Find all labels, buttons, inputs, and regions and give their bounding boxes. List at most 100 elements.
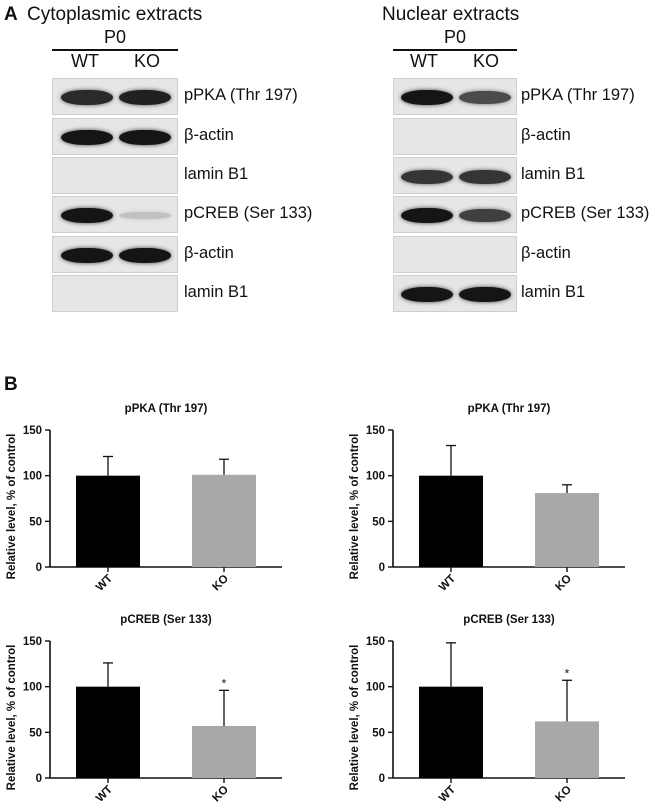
nuclear-label-lamin-b1: lamin B1: [521, 165, 586, 183]
nuclear-label-actin: β-actin: [521, 126, 571, 144]
chart-nuclear-ppka: pPKA (Thr 197) Relative level, % of contr…: [343, 396, 663, 601]
bar-chart-svg: pCREB (Ser 133) Relative level, % of cont…: [349, 614, 625, 805]
cytoplasmic-stage-label: P0: [103, 27, 127, 47]
nuclear-blot-3: [393, 157, 517, 194]
nuclear-stage-label: P0: [443, 27, 467, 47]
cytoplasmic-blot-2: [52, 118, 178, 155]
chart-title: pCREB (Ser 133): [120, 614, 212, 626]
chart-nuclear-pcreb: pCREB (Ser 133) Relative level, % of cont…: [343, 607, 663, 812]
nuclear-band-3-wt: [401, 169, 454, 184]
nuclear-band-4-ko: [458, 208, 511, 223]
y-axis-label: Relative level, % of control: [349, 434, 361, 580]
nuclear-label-actin: β-actin: [521, 244, 571, 262]
y-axis-label: Relative level, % of control: [349, 645, 361, 791]
y-tick-label: 100: [366, 682, 385, 694]
cytoplasmic-title: Cytoplasmic extracts: [27, 4, 203, 25]
nuclear-header-rule: [393, 49, 517, 51]
nuclear-blot-6: [393, 275, 517, 312]
nuclear-band-6-wt: [401, 286, 454, 303]
chart-title: pCREB (Ser 133): [463, 614, 555, 626]
bar-chart-svg: pPKA (Thr 197) Relative level, % of contr…: [349, 403, 625, 594]
cytoplasmic-label-lamin-b1: lamin B1: [184, 283, 249, 301]
bar-wt: [76, 475, 140, 567]
y-tick-label: 150: [23, 636, 42, 648]
cytoplasmic-band-5-ko: [118, 247, 171, 264]
y-tick-label: 100: [23, 471, 42, 483]
x-tick-label-ko: KO: [553, 573, 574, 594]
y-axis-label: Relative level, % of control: [6, 645, 18, 791]
nuclear-band-4-wt: [401, 207, 454, 224]
y-tick-label: 0: [36, 562, 42, 574]
x-tick-label-wt: WT: [437, 784, 458, 805]
cytoplasmic-lane-ko: KO: [133, 51, 160, 71]
cytoplasmic-blot-4: [52, 196, 178, 233]
y-tick-label: 50: [29, 516, 42, 528]
cytoplasmic-label-actin: β-actin: [184, 126, 234, 144]
nuclear-band-3-ko: [458, 169, 511, 184]
significance-marker: *: [565, 666, 570, 680]
bar-wt: [419, 686, 483, 778]
x-tick-label-wt: WT: [94, 573, 115, 594]
bar-ko: [192, 725, 256, 778]
nuclear-lane-ko: KO: [472, 51, 499, 71]
nuclear-band-1-ko: [458, 91, 511, 104]
x-tick-label-ko: KO: [210, 573, 231, 594]
chart-title: pPKA (Thr 197): [468, 403, 551, 415]
chart-cytoplasmic-pcreb: pCREB (Ser 133) Relative level, % of cont…: [0, 607, 320, 812]
nuclear-title: Nuclear extracts: [382, 4, 520, 25]
cytoplasmic-label-actin: β-actin: [184, 244, 234, 262]
nuclear-band-1-wt: [401, 89, 454, 106]
nuclear-label-lamin-b1: lamin B1: [521, 283, 586, 301]
cytoplasmic-label-pcreb-ser-133: pCREB (Ser 133): [184, 204, 313, 222]
cytoplasmic-band-5-wt: [61, 247, 114, 264]
y-tick-label: 150: [23, 425, 42, 437]
cytoplasmic-header-rule: [52, 49, 178, 51]
nuclear-label-pcreb-ser-133: pCREB (Ser 133): [521, 204, 650, 222]
cytoplasmic-label-ppka-thr-197: pPKA (Thr 197): [184, 86, 298, 104]
y-tick-label: 50: [29, 727, 42, 739]
panel-b-letter: B: [4, 374, 18, 395]
cytoplasmic-blot-6: [52, 275, 178, 312]
bar-ko: [535, 721, 599, 778]
panel-a-letter: A: [4, 4, 18, 25]
nuclear-band-6-ko: [458, 286, 511, 303]
cytoplasmic-blot-1: [52, 78, 178, 115]
bar-ko: [192, 474, 256, 567]
nuclear-lane-wt: WT: [410, 51, 438, 71]
cytoplasmic-blot-3: [52, 157, 178, 194]
cytoplasmic-band-4-wt: [61, 207, 114, 224]
nuclear-blot-1: [393, 78, 517, 115]
x-tick-label-wt: WT: [94, 784, 115, 805]
x-tick-label-wt: WT: [437, 573, 458, 594]
x-tick-label-ko: KO: [210, 784, 231, 805]
nuclear-blot-2: [393, 118, 517, 155]
chart-cytoplasmic-ppka: pPKA (Thr 197) Relative level, % of contr…: [0, 396, 320, 601]
y-tick-label: 50: [372, 516, 385, 528]
chart-title: pPKA (Thr 197): [125, 403, 208, 415]
cytoplasmic-band-2-ko: [118, 129, 171, 146]
nuclear-label-ppka-thr-197: pPKA (Thr 197): [521, 86, 635, 104]
x-tick-label-ko: KO: [553, 784, 574, 805]
y-tick-label: 150: [366, 425, 385, 437]
bar-ko: [535, 493, 599, 567]
cytoplasmic-blot-5: [52, 236, 178, 273]
y-tick-label: 100: [23, 682, 42, 694]
y-tick-label: 150: [366, 636, 385, 648]
y-tick-label: 0: [379, 773, 385, 785]
bar-chart-svg: pCREB (Ser 133) Relative level, % of cont…: [6, 614, 282, 805]
cytoplasmic-band-1-ko: [118, 90, 171, 105]
cytoplasmic-label-lamin-b1: lamin B1: [184, 165, 249, 183]
nuclear-blot-4: [393, 196, 517, 233]
y-tick-label: 100: [366, 471, 385, 483]
significance-marker: *: [222, 676, 227, 690]
cytoplasmic-band-2-wt: [61, 129, 114, 146]
y-tick-label: 0: [379, 562, 385, 574]
y-tick-label: 50: [372, 727, 385, 739]
cytoplasmic-band-4-ko: [118, 211, 171, 220]
y-tick-label: 0: [36, 773, 42, 785]
bar-chart-svg: pPKA (Thr 197) Relative level, % of contr…: [6, 403, 282, 594]
cytoplasmic-lane-wt: WT: [71, 51, 99, 71]
bar-wt: [419, 475, 483, 567]
cytoplasmic-band-1-wt: [61, 90, 114, 105]
y-axis-label: Relative level, % of control: [6, 434, 18, 580]
